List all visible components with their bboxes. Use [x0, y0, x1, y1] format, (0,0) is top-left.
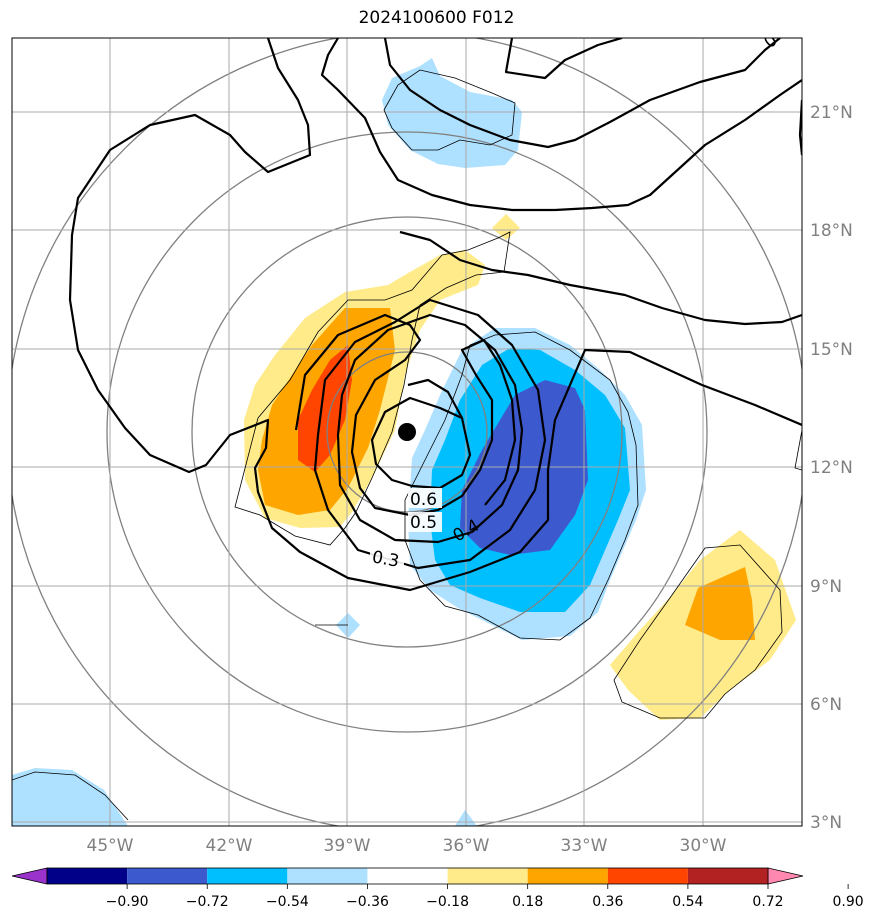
colorbar-label: 0.54 [672, 894, 703, 910]
colorbar-label: 0.36 [592, 894, 623, 910]
colorbar-label: 0.72 [752, 894, 783, 910]
lon-label: 30°W [680, 836, 727, 856]
colorbar-swatch [687, 868, 768, 884]
colorbar-label: 0.18 [512, 894, 543, 910]
thin-contours [12, 69, 802, 821]
negative-anomaly-region [12, 768, 128, 826]
lon-label: 33°W [561, 836, 608, 856]
colorbar-label: −0.18 [426, 894, 469, 910]
colorbar: −0.90 −0.72 −0.54 −0.36 −0.18 0.18 0.36 0.54 0.7… [11, 867, 864, 910]
contour-label: 0.6 [410, 490, 437, 510]
colorbar-swatch [527, 868, 608, 884]
lat-label: 21°N [810, 103, 853, 123]
map-frame [11, 37, 803, 827]
shading-layer [12, 58, 796, 826]
positive-anomaly-region [298, 345, 352, 472]
colorbar-extend-low [11, 867, 48, 885]
colorbar-label: −0.90 [106, 894, 149, 910]
map-area: 0.6 0.5 0.4 0.3 0 [12, 30, 802, 826]
colorbar-swatch [607, 868, 688, 884]
range-rings [12, 38, 802, 826]
colorbar-label: −0.36 [346, 894, 389, 910]
lon-label: 39°W [324, 836, 371, 856]
lat-label: 3°N [810, 813, 842, 833]
map-title: 2024100600 F012 [358, 8, 515, 28]
lat-label: 12°N [810, 458, 853, 478]
positive-anomaly-region [492, 214, 520, 240]
colorbar-swatch [287, 868, 368, 884]
lon-label: 36°W [443, 836, 490, 856]
lon-label: 45°W [87, 836, 134, 856]
colorbar-swatch [127, 868, 208, 884]
colorbar-border [46, 867, 769, 885]
lat-label: 18°N [810, 221, 853, 241]
colorbar-label: 0.90 [833, 894, 864, 910]
negative-anomaly-region [336, 613, 360, 638]
colorbar-label: −0.54 [266, 894, 309, 910]
storm-center-marker [398, 423, 416, 441]
colorbar-swatch [207, 868, 288, 884]
contour-label: 0.3 [371, 547, 401, 571]
contour-label: 0.5 [410, 513, 437, 533]
lat-label: 6°N [810, 695, 842, 715]
lat-label: 9°N [810, 577, 842, 597]
colorbar-extend-high [767, 867, 804, 885]
latitude-labels: 21°N 18°N 15°N 12°N 9°N 6°N 3°N [810, 103, 853, 833]
lon-label: 42°W [206, 836, 253, 856]
colorbar-swatch [447, 868, 528, 884]
negative-anomaly-region [382, 58, 522, 168]
colorbar-swatch [47, 868, 128, 884]
longitude-labels: 45°W 42°W 39°W 36°W 33°W 30°W [87, 836, 727, 856]
colorbar-label: −0.72 [186, 894, 229, 910]
colorbar-swatch [367, 868, 448, 884]
contour-label: 0 [760, 30, 781, 52]
lat-label: 15°N [810, 340, 853, 360]
